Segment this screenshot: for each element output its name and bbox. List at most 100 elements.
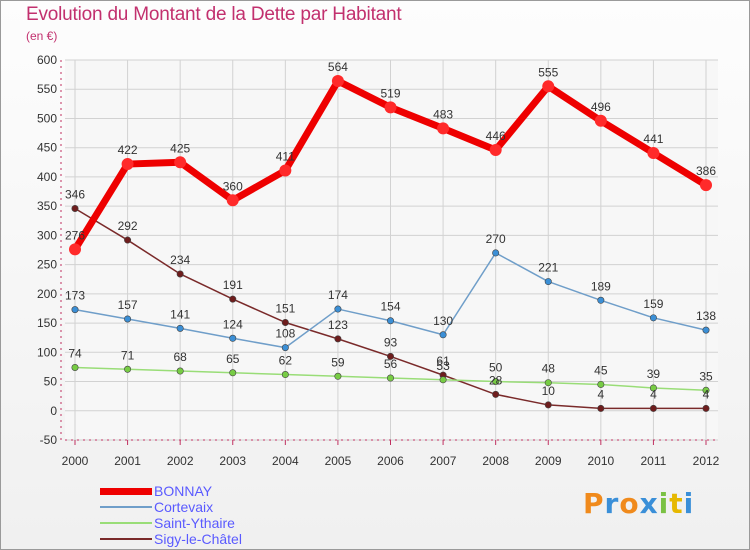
data-point bbox=[597, 296, 605, 304]
data-label: 276 bbox=[65, 228, 85, 242]
data-label: 483 bbox=[433, 107, 453, 121]
data-label: 157 bbox=[118, 298, 138, 312]
data-point bbox=[69, 243, 81, 256]
legend-label: Saint-Ythaire bbox=[154, 515, 235, 531]
data-point bbox=[334, 335, 342, 343]
data-point bbox=[649, 404, 657, 412]
data-label: 93 bbox=[384, 335, 398, 349]
data-point bbox=[281, 371, 289, 379]
data-point bbox=[439, 331, 447, 339]
data-label: 71 bbox=[121, 348, 135, 362]
data-point bbox=[71, 204, 79, 212]
data-label: 564 bbox=[328, 60, 348, 74]
data-point bbox=[176, 367, 184, 375]
data-label: 173 bbox=[65, 289, 85, 303]
data-point bbox=[544, 278, 552, 286]
y-tick-label: 50 bbox=[44, 375, 58, 389]
data-point bbox=[226, 194, 239, 207]
data-point bbox=[437, 122, 450, 135]
y-tick-label: 350 bbox=[37, 199, 57, 213]
data-point bbox=[597, 404, 605, 412]
data-label: 154 bbox=[380, 300, 400, 314]
x-tick-label: 2003 bbox=[219, 454, 246, 468]
x-tick-label: 2006 bbox=[377, 454, 404, 468]
chart-title: Evolution du Montant de la Dette par Hab… bbox=[26, 4, 402, 25]
data-point bbox=[542, 80, 555, 93]
proxiti-logo: Proxiti bbox=[583, 487, 694, 520]
logo-letter: r bbox=[604, 487, 620, 520]
legend-swatch bbox=[100, 506, 152, 508]
data-label: 159 bbox=[643, 297, 663, 311]
y-tick-label: -50 bbox=[40, 433, 58, 447]
data-label: 174 bbox=[328, 288, 348, 302]
data-label: 50 bbox=[489, 361, 503, 375]
legend-swatch bbox=[100, 538, 152, 540]
data-point bbox=[702, 404, 710, 412]
data-label: 4 bbox=[650, 387, 657, 401]
data-label: 53 bbox=[436, 359, 450, 373]
data-point bbox=[386, 352, 394, 360]
legend-label: Cortevaix bbox=[154, 499, 214, 515]
plot-area bbox=[65, 60, 718, 440]
data-label: 61 bbox=[436, 354, 450, 368]
data-point bbox=[334, 372, 342, 380]
data-point bbox=[71, 364, 79, 372]
data-point bbox=[492, 390, 500, 398]
y-tick-label: 600 bbox=[37, 53, 57, 67]
data-label: 189 bbox=[591, 279, 611, 293]
data-label: 346 bbox=[65, 187, 85, 201]
y-tick-label: 0 bbox=[50, 404, 57, 418]
logo-letter: t bbox=[669, 487, 684, 520]
data-label: 56 bbox=[384, 357, 398, 371]
logo-letter: P bbox=[583, 487, 605, 520]
data-point bbox=[229, 334, 237, 342]
data-point bbox=[492, 249, 500, 257]
data-label: 108 bbox=[275, 327, 295, 341]
y-tick-label: 450 bbox=[37, 141, 57, 155]
data-point bbox=[492, 378, 500, 386]
data-point bbox=[544, 401, 552, 409]
data-label: 74 bbox=[68, 347, 82, 361]
y-tick-label: 500 bbox=[37, 111, 57, 125]
data-label: 68 bbox=[173, 350, 187, 364]
data-point bbox=[649, 384, 657, 392]
x-tick-label: 2009 bbox=[535, 454, 562, 468]
y-tick-label: 150 bbox=[37, 316, 57, 330]
data-point bbox=[544, 379, 552, 387]
data-point bbox=[647, 146, 660, 159]
data-label: 141 bbox=[170, 307, 190, 321]
data-point bbox=[124, 365, 132, 373]
logo-letter: i bbox=[658, 487, 670, 520]
data-point bbox=[439, 376, 447, 384]
x-tick-label: 2004 bbox=[272, 454, 299, 468]
legend-label: Sigy-le-Châtel bbox=[154, 531, 242, 547]
data-point bbox=[489, 144, 502, 157]
data-point bbox=[281, 344, 289, 352]
data-label: 234 bbox=[170, 253, 190, 267]
x-tick-label: 2008 bbox=[482, 454, 509, 468]
data-label: 130 bbox=[433, 314, 453, 328]
data-label: 28 bbox=[489, 373, 503, 387]
data-label: 45 bbox=[594, 363, 608, 377]
x-tick-label: 2002 bbox=[167, 454, 194, 468]
data-label: 62 bbox=[279, 354, 293, 368]
data-label: 411 bbox=[276, 149, 295, 163]
data-point bbox=[176, 270, 184, 278]
data-point bbox=[279, 164, 292, 177]
data-point bbox=[331, 75, 344, 88]
y-tick-label: 100 bbox=[37, 345, 57, 359]
legend-swatch bbox=[100, 487, 152, 495]
data-point bbox=[386, 374, 394, 382]
data-label: 425 bbox=[170, 141, 190, 155]
data-point bbox=[229, 369, 237, 377]
y-tick-label: 400 bbox=[37, 170, 57, 184]
data-label: 292 bbox=[118, 219, 138, 233]
logo-letter: o bbox=[619, 487, 640, 520]
chart-subtitle: (en €) bbox=[26, 29, 58, 43]
x-tick-label: 2011 bbox=[641, 454, 667, 468]
data-point bbox=[384, 101, 397, 114]
data-point bbox=[124, 236, 132, 244]
data-point bbox=[702, 326, 710, 334]
data-label: 270 bbox=[486, 232, 506, 246]
